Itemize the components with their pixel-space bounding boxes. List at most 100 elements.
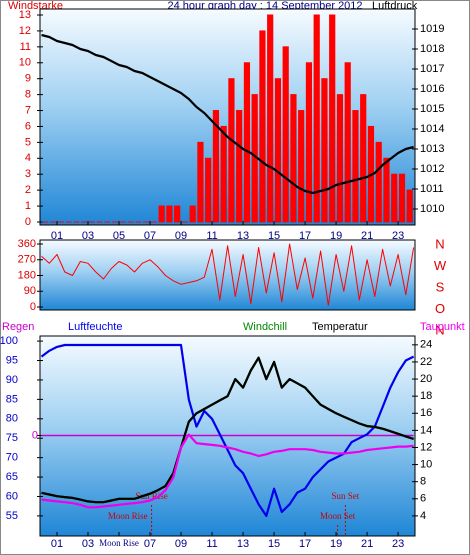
bar	[119, 221, 126, 223]
bar	[205, 157, 212, 223]
y-tick-label: 95	[6, 354, 18, 366]
y-tick-label: 1015	[420, 103, 444, 115]
y-tick-label: 1012	[420, 163, 444, 175]
series-group	[41, 14, 414, 223]
bar	[197, 141, 204, 223]
bar	[228, 78, 235, 223]
y-tick-label: 8	[25, 89, 31, 101]
bar	[267, 14, 274, 223]
bar	[391, 173, 398, 223]
x-tick-label: 07	[144, 538, 156, 550]
y-tick-label: 90	[6, 374, 18, 386]
series-line	[41, 433, 414, 509]
bar	[305, 62, 313, 223]
bar	[406, 189, 413, 223]
x-tick-label: 19	[330, 538, 342, 550]
bar	[352, 110, 359, 223]
x-tick-label: 11	[206, 230, 217, 242]
bar	[313, 14, 320, 223]
y-tick-label: 1011	[420, 183, 444, 195]
y-tick-label: 360	[18, 238, 36, 250]
legend-entry: Taupunkt	[420, 321, 465, 333]
event-label: Sun Rise	[135, 491, 167, 501]
bar	[73, 221, 80, 223]
event-label: Moon Set	[320, 511, 356, 521]
y-tick-label: 6	[25, 120, 31, 132]
bar	[189, 205, 196, 223]
x-tick-label: 17	[299, 230, 311, 242]
bar	[150, 221, 158, 223]
bar	[251, 94, 258, 223]
x-tick-label: 01	[51, 538, 63, 550]
series-line	[41, 243, 415, 306]
series-line	[40, 343, 415, 517]
bar	[360, 94, 367, 223]
x-tick-label: Moon Rise	[99, 538, 139, 548]
y-tick-label: 3	[25, 168, 31, 180]
y-tick-label: 55	[6, 510, 18, 522]
y-tick-label: 1	[25, 200, 31, 212]
y-tick-label: 0	[25, 216, 31, 228]
y-tick-label: 90	[24, 285, 36, 297]
y-tick-label: 60	[6, 490, 18, 502]
y-tick-label: 10	[19, 57, 31, 69]
chart-title: 24 hour graph day : 14 September 2012	[167, 0, 362, 12]
bar	[212, 110, 220, 223]
bar	[290, 94, 297, 223]
bar	[166, 205, 173, 223]
y-tick-label: 1016	[420, 83, 444, 95]
y-tick-label: 70	[6, 452, 18, 464]
bar	[329, 14, 336, 223]
y-tick-label: 5	[25, 136, 31, 148]
bar	[42, 221, 49, 223]
x-tick-label: 07	[144, 230, 156, 242]
y-tick-label: 1018	[420, 43, 444, 55]
bar	[65, 221, 72, 223]
x-tick-label: 05	[113, 230, 125, 242]
x-tick-label: 17	[299, 538, 311, 550]
y-tick-label: 0	[30, 301, 36, 313]
bar	[375, 141, 382, 223]
x-tick-label: 21	[361, 538, 373, 550]
x-tick-label: 21	[361, 230, 373, 242]
bar	[259, 30, 266, 223]
y-tick-label: 4	[25, 152, 31, 164]
series-line	[41, 33, 414, 195]
bar	[321, 78, 328, 223]
bar	[127, 221, 134, 223]
compass-label: N	[435, 236, 444, 251]
x-tick-label: 13	[237, 230, 249, 242]
y-tick-label: 4	[420, 510, 426, 522]
compass-label: N	[435, 322, 444, 337]
y-tick-label: 14	[420, 424, 432, 436]
bar	[50, 221, 57, 223]
bar	[236, 110, 243, 223]
bar	[57, 221, 64, 223]
bar	[181, 221, 189, 223]
y-tick-label: 1019	[420, 23, 444, 35]
x-tick-label: 23	[392, 538, 404, 550]
bar	[243, 62, 251, 223]
bar	[282, 46, 289, 223]
compass-label: W	[434, 258, 447, 273]
y-tick-label: 1010	[420, 203, 444, 215]
bar	[158, 205, 165, 223]
y-tick-label: 24	[420, 339, 432, 351]
y-tick-label: 1014	[420, 123, 444, 135]
y-tick-label: 85	[6, 393, 18, 405]
y-tick-label: 180	[18, 269, 36, 281]
x-tick-label: 19	[330, 230, 342, 242]
plot-area	[39, 8, 416, 226]
y-tick-label: 10	[420, 458, 432, 470]
panel: 0123456789101112131010101110121013101410…	[19, 8, 444, 242]
y-tick-label: 0	[32, 429, 38, 441]
compass-label: O	[435, 301, 445, 316]
y-tick-label: 8	[420, 476, 426, 488]
bar	[220, 125, 227, 223]
y2-axis-label: Luftdruck	[372, 0, 418, 12]
y-tick-label: 80	[6, 413, 18, 425]
bar	[143, 221, 150, 223]
legend-entry: Temperatur	[312, 321, 368, 333]
y-tick-label: 1017	[420, 63, 444, 75]
